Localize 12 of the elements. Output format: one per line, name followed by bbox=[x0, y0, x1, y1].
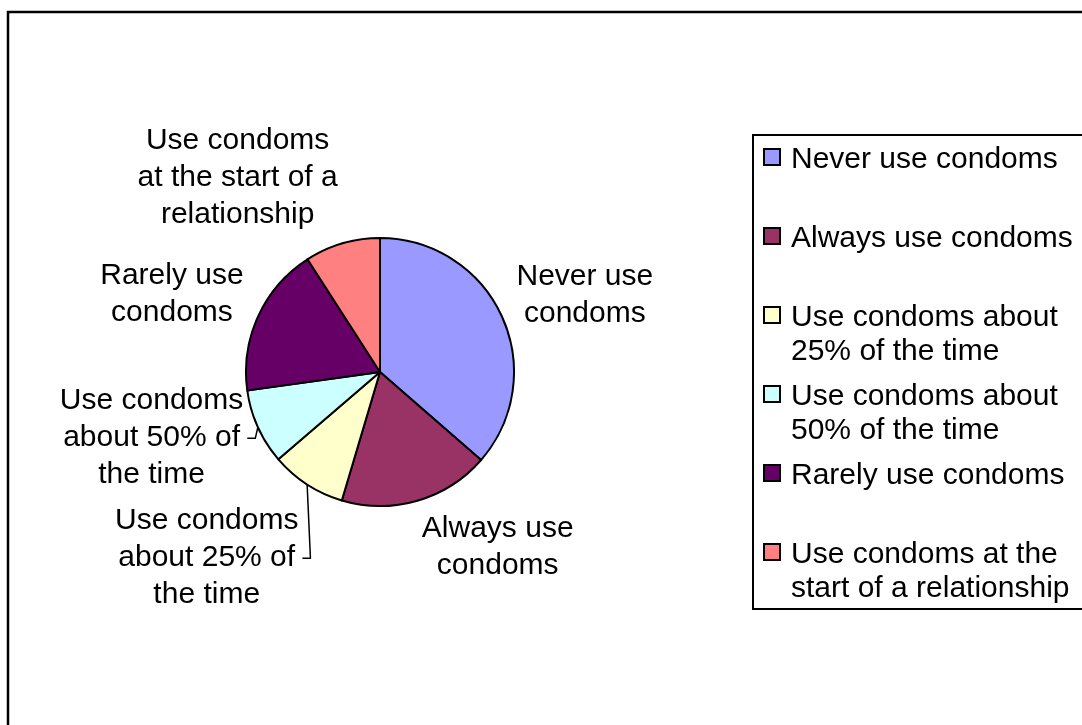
legend-label: Use condoms about 50% of the time bbox=[791, 377, 1059, 445]
legend-label: Use condoms about 25% of the time bbox=[791, 298, 1059, 366]
slice-label: Rarely use condoms bbox=[100, 257, 244, 328]
slice-label: Use condoms about 50% of the time bbox=[59, 381, 244, 489]
slice-label: Always use condoms bbox=[421, 510, 574, 581]
legend-label: Rarely use condoms bbox=[791, 456, 1065, 490]
legend-label: Always use condoms bbox=[791, 219, 1073, 253]
slice-label: Use condoms at the start of a relationship bbox=[137, 121, 339, 229]
slice-label: Never use condoms bbox=[516, 257, 654, 328]
slice-label: Use condoms about 25% of the time bbox=[115, 501, 299, 609]
legend-label: Never use condoms bbox=[791, 140, 1058, 174]
legend-label: Use condoms at the start of a relationship bbox=[791, 535, 1070, 603]
